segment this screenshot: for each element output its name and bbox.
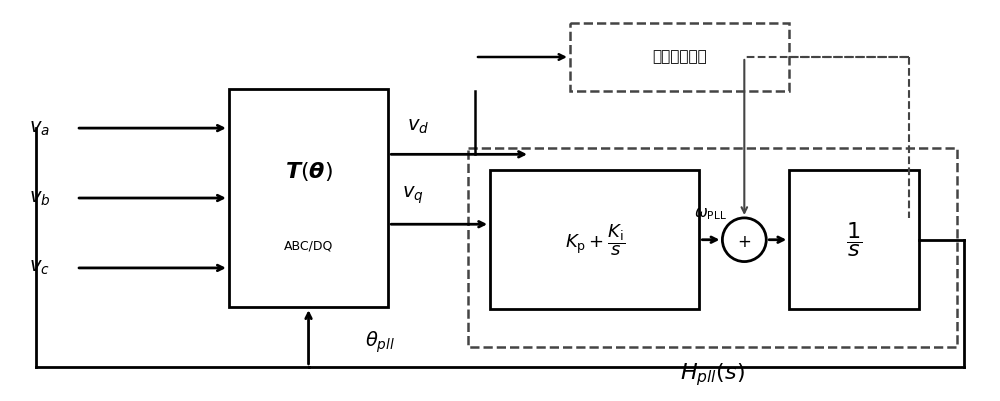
Bar [490, 170, 699, 309]
Bar [789, 170, 919, 309]
Bar [229, 89, 388, 307]
Text: $\omega_\mathrm{PLL}$: $\omega_\mathrm{PLL}$ [694, 206, 727, 222]
Bar [570, 23, 789, 91]
Text: $\boldsymbol{T}(\boldsymbol{\theta})$: $\boldsymbol{T}(\boldsymbol{\theta})$ [285, 160, 332, 183]
Text: $+$: $+$ [737, 233, 751, 251]
Text: $v_a$: $v_a$ [29, 119, 50, 138]
Text: ABC/DQ: ABC/DQ [284, 239, 333, 253]
Text: $K_\mathrm{p}+\dfrac{K_\mathrm{i}}{s}$: $K_\mathrm{p}+\dfrac{K_\mathrm{i}}{s}$ [565, 222, 625, 257]
Text: $v_b$: $v_b$ [29, 188, 51, 207]
Bar [468, 148, 957, 347]
Text: $v_d$: $v_d$ [407, 117, 429, 136]
Text: $H_{pll}(s)$: $H_{pll}(s)$ [680, 361, 745, 388]
Text: $\theta_{pll}$: $\theta_{pll}$ [365, 330, 395, 355]
Text: 附加控制回路: 附加控制回路 [652, 49, 707, 65]
Text: $v_q$: $v_q$ [402, 185, 424, 207]
Text: $\dfrac{1}{s}$: $\dfrac{1}{s}$ [846, 220, 862, 259]
Text: $v_c$: $v_c$ [29, 258, 50, 277]
